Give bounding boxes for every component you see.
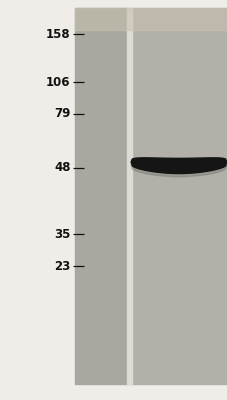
Bar (127, 8, 131, 384)
Polygon shape (131, 161, 226, 177)
Bar (75, 8, 227, 30)
Text: 23: 23 (54, 260, 70, 272)
Text: 35: 35 (54, 228, 70, 240)
Text: 79: 79 (54, 108, 70, 120)
Text: 158: 158 (46, 28, 70, 40)
Text: 106: 106 (46, 76, 70, 88)
Polygon shape (131, 158, 226, 174)
Bar (131, 8, 227, 384)
Bar (75, 8, 128, 384)
Text: 48: 48 (54, 162, 70, 174)
